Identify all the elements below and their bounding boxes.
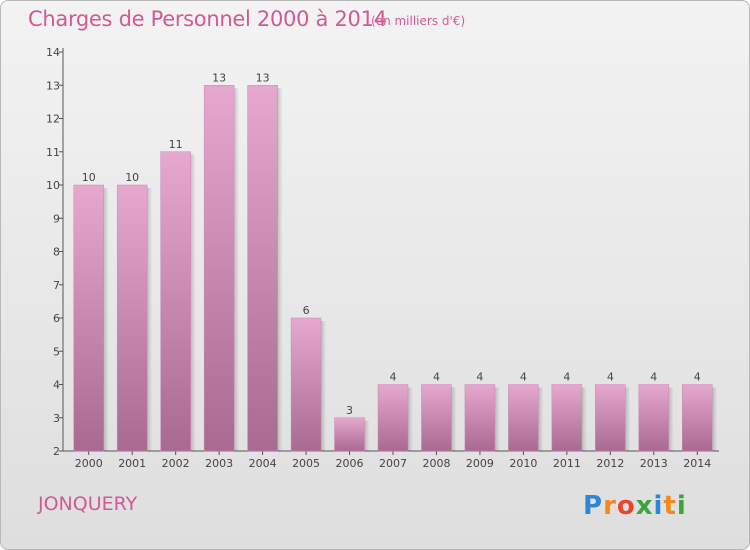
x-tick-label: 2000 — [75, 457, 103, 470]
bar-shadow — [234, 88, 240, 451]
x-tick-label: 2003 — [205, 457, 233, 470]
bar-2007 — [377, 384, 409, 452]
bar-value-label: 4 — [520, 371, 527, 384]
bar-value-label: 13 — [212, 71, 226, 84]
bar-value-label: 4 — [650, 371, 657, 384]
x-tick-label: 2006 — [336, 457, 364, 470]
bar-value-label: 4 — [563, 371, 570, 384]
bar-2013 — [638, 384, 670, 452]
bar-shadow — [277, 88, 283, 451]
bar-value-label: 11 — [169, 138, 183, 151]
chart-subtitle: (en milliers d'€) — [371, 14, 466, 28]
bar-2008 — [421, 384, 452, 452]
bar-shadow — [190, 154, 196, 451]
bar-2014 — [682, 384, 713, 452]
logo-letter: i — [653, 491, 664, 521]
bar-value-label: 13 — [256, 71, 270, 84]
y-tick-label: 2 — [53, 445, 60, 458]
bar-shadow — [451, 387, 457, 451]
bar-2004 — [247, 85, 278, 452]
bar-2011 — [551, 384, 583, 452]
bar-2005 — [290, 317, 322, 452]
bar-2010 — [508, 384, 539, 452]
y-tick-label: 6 — [53, 312, 60, 325]
place-name: JONQUERY — [38, 493, 138, 515]
bar-2000 — [73, 184, 104, 452]
bar-shadow — [321, 321, 327, 451]
x-tick-label: 2004 — [249, 457, 277, 470]
x-tick-label: 2012 — [596, 457, 624, 470]
y-tick-label: 11 — [46, 146, 60, 159]
logo-letter: i — [676, 491, 687, 521]
axes: 2 3 4 5 6 7 8 9 10 11 12 13 14 2000 2001 2002 2003 2004 20… — [46, 46, 719, 470]
x-tick-label: 2008 — [422, 457, 450, 470]
x-tick-label: 2013 — [640, 457, 668, 470]
bar-shadow — [408, 387, 413, 451]
x-tick-label: 2009 — [466, 457, 494, 470]
bar-shadow — [364, 420, 370, 451]
bar-value-label: 10 — [82, 171, 96, 184]
logo-letter: t — [663, 491, 677, 521]
y-tick-label: 4 — [53, 379, 60, 392]
bar-shadow — [147, 188, 153, 451]
bar-value-label: 4 — [390, 371, 397, 384]
y-tick-label: 3 — [53, 412, 60, 425]
y-tick-label: 13 — [46, 79, 60, 92]
bar-value-label: 4 — [433, 371, 440, 384]
bar-shadow — [581, 387, 587, 451]
bar-2009 — [464, 384, 496, 452]
bar-shadow — [494, 387, 500, 451]
y-tick-label: 8 — [53, 246, 60, 259]
logo-letter: o — [616, 491, 636, 521]
y-tick-label: 12 — [46, 113, 60, 126]
bar-value-label: 4 — [607, 371, 614, 384]
bar-2003 — [203, 85, 235, 452]
bars: 10 10 11 13 13 6 3 4 4 4 4 4 4 4 4 — [73, 71, 718, 452]
y-tick-label: 7 — [53, 279, 60, 292]
x-tick-label: 2007 — [379, 457, 407, 470]
bar-2001 — [116, 184, 148, 452]
bar-2012 — [595, 384, 626, 452]
bar-value-label: 3 — [346, 404, 353, 417]
x-tick-label: 2001 — [118, 457, 146, 470]
bar-value-label: 6 — [303, 304, 310, 317]
y-tick-label: 5 — [53, 345, 60, 358]
bar-shadow — [668, 387, 674, 451]
y-tick-label: 10 — [46, 179, 60, 192]
x-tick-label: 2005 — [292, 457, 320, 470]
bar-value-label: 4 — [476, 371, 483, 384]
bar-shadow — [538, 387, 544, 451]
y-tick-label: 14 — [46, 46, 60, 59]
logo-letter: x — [635, 491, 654, 521]
bar-shadow — [712, 387, 718, 451]
bar-shadow — [103, 188, 109, 451]
bar-value-label: 10 — [125, 171, 139, 184]
chart-title: Charges de Personnel 2000 à 2014 — [28, 7, 387, 31]
x-tick-label: 2010 — [509, 457, 537, 470]
bar-2006 — [334, 417, 365, 452]
x-tick-label: 2011 — [553, 457, 581, 470]
bar-2002 — [160, 151, 191, 452]
x-tick-label: 2002 — [162, 457, 190, 470]
bar-value-label: 4 — [694, 371, 701, 384]
proxiti-logo: Proxiti — [583, 491, 687, 521]
x-tick-label: 2014 — [683, 457, 711, 470]
logo-letter: r — [603, 491, 617, 521]
logo-letter: P — [583, 491, 604, 521]
bar-shadow — [625, 387, 631, 451]
y-tick-label: 9 — [53, 212, 60, 225]
